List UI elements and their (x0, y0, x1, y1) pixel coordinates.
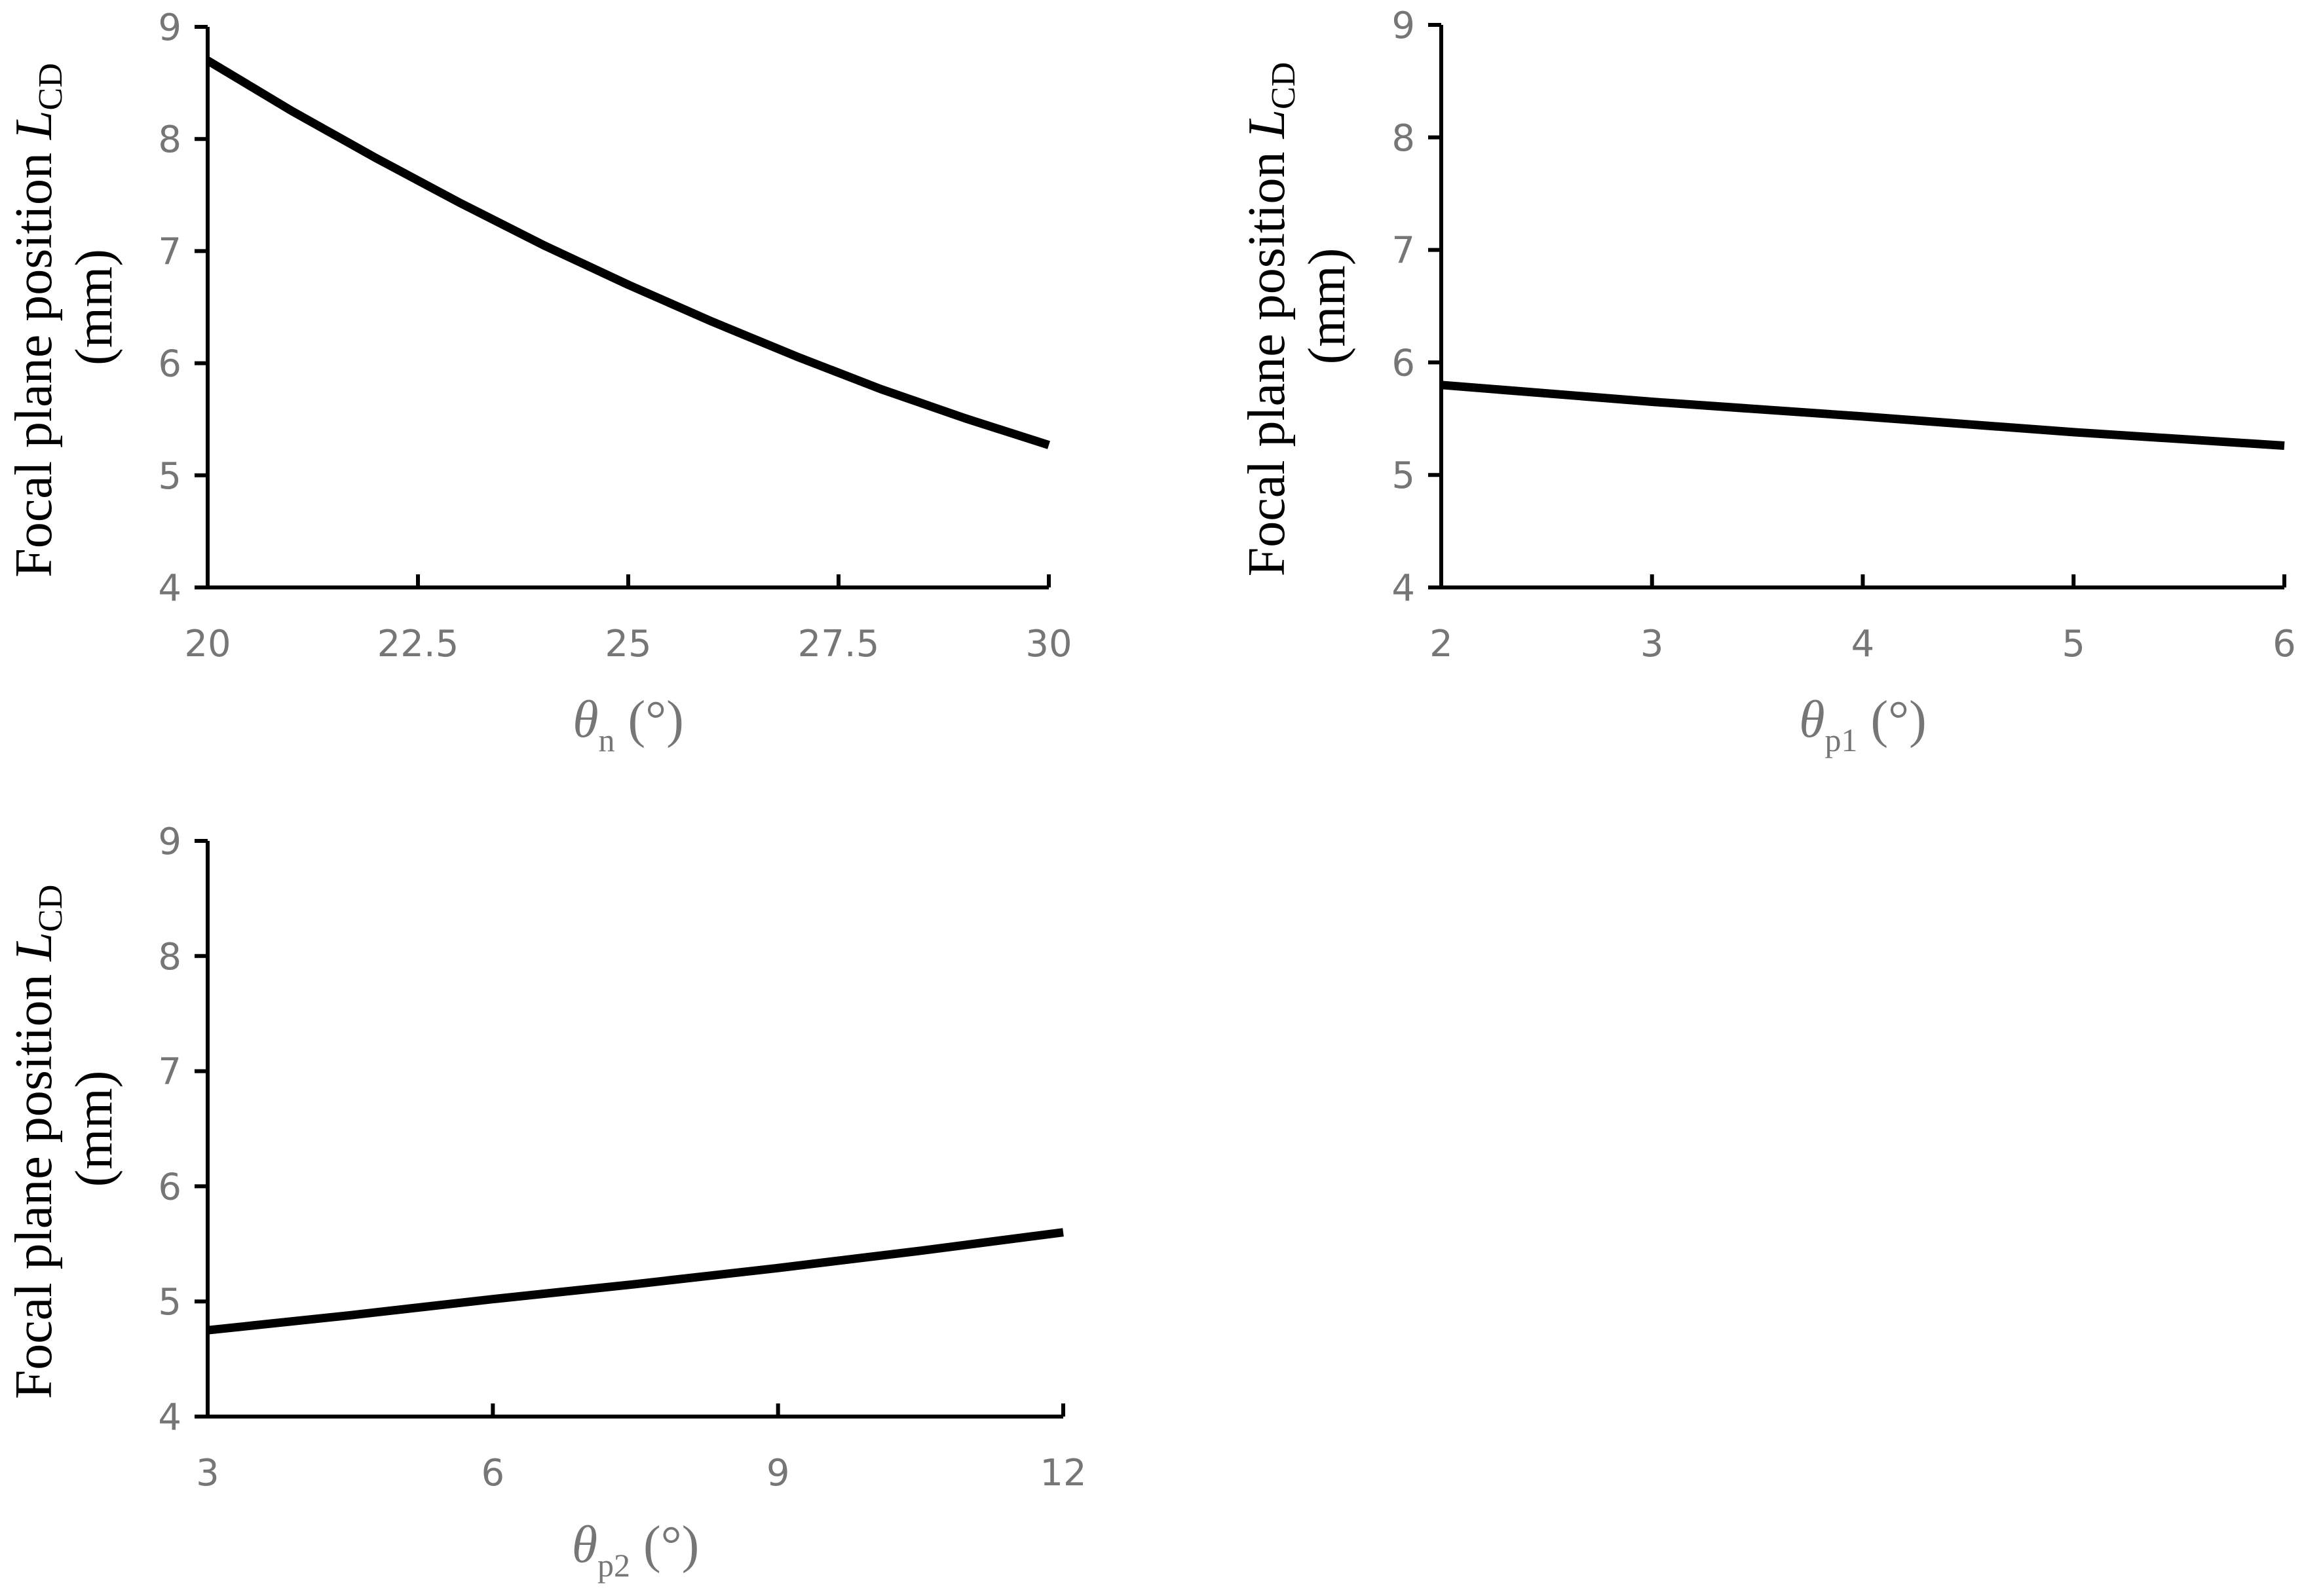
y-tick-label: 4 (1391, 567, 1415, 610)
y-axis-title: Focal plane position LCD (1238, 62, 1302, 577)
y-tick-label: 6 (158, 1166, 181, 1208)
x-axis-unit: (°) (630, 1516, 699, 1574)
y-axis-subscript: CD (1265, 62, 1302, 109)
x-axis-subscript: p2 (597, 1547, 630, 1584)
x-tick-label: 6 (2273, 623, 2296, 665)
x-axis-title: θp2 (°) (572, 1516, 700, 1584)
x-axis-title: θn (°) (573, 691, 684, 758)
y-tick-label: 9 (1391, 5, 1415, 47)
y-tick-label: 9 (158, 821, 181, 863)
y-axis-symbol: L (5, 110, 63, 140)
x-tick-label: 6 (482, 1452, 505, 1494)
x-tick-label: 3 (1640, 623, 1664, 665)
y-axis-title-text: Focal plane position (5, 961, 63, 1399)
y-axis-subscript: CD (32, 885, 69, 932)
x-tick-label: 30 (1025, 623, 1072, 665)
y-tick-label: 8 (158, 119, 181, 161)
x-axis-unit: (°) (615, 691, 684, 749)
chart-panel-1: 4 5 6 7 8 9 20 22.5 25 27.5 30 θn (°) Focal plane po… (5, 7, 1072, 758)
x-tick-label: 27.5 (798, 623, 880, 665)
series-line-1 (205, 56, 1050, 449)
x-axis-symbol: θ (572, 1516, 597, 1574)
chart-panel-3: 4 5 6 7 8 9 3 6 9 12 θp2 (°) Focal plane position L… (5, 821, 1087, 1584)
chart-panel-2: 4 5 6 7 8 9 2 3 4 5 6 θp1 (°) Focal plane position L… (1238, 5, 2296, 758)
y-tick-label: 4 (158, 567, 181, 610)
series-line-1 (1441, 380, 2285, 450)
y-axis-title: Focal plane position LCD (5, 63, 69, 578)
y-tick-label: 8 (1391, 117, 1415, 160)
y-tick-label: 8 (158, 936, 181, 978)
x-tick-label: 9 (766, 1452, 790, 1494)
y-axis-symbol: L (1238, 109, 1296, 139)
x-axis-symbol: θ (573, 691, 598, 749)
y-tick-label: 9 (158, 7, 181, 49)
x-axis-unit: (°) (1858, 691, 1927, 749)
y-tick-label: 7 (158, 1051, 181, 1094)
x-axis-subscript: p1 (1825, 722, 1858, 758)
x-tick-label: 12 (1040, 1452, 1086, 1494)
y-tick-label: 6 (158, 343, 181, 386)
y-tick-label: 7 (158, 231, 181, 273)
x-axis-symbol: θ (1799, 691, 1824, 749)
x-tick-label: 20 (184, 623, 231, 665)
y-axis-unit: (mm) (66, 249, 123, 365)
y-tick-label: 4 (158, 1396, 181, 1439)
y-axis-subscript: CD (32, 63, 69, 110)
x-tick-label: 4 (1851, 623, 1875, 665)
y-axis-symbol: L (5, 932, 63, 962)
y-axis-title-text: Focal plane position (1238, 138, 1296, 576)
x-tick-label: 25 (605, 623, 651, 665)
y-tick-label: 6 (1391, 342, 1415, 384)
x-tick-label: 22.5 (377, 623, 459, 665)
y-axis-unit: (mm) (66, 1071, 123, 1187)
series-line-1 (207, 1228, 1064, 1335)
y-axis-unit: (mm) (1298, 248, 1356, 365)
y-tick-label: 5 (1391, 455, 1415, 497)
x-tick-label: 5 (2062, 623, 2085, 665)
x-axis-subscript: n (599, 722, 615, 758)
x-tick-label: 3 (196, 1452, 219, 1494)
x-axis-title: θp1 (°) (1799, 691, 1927, 758)
y-tick-label: 7 (1391, 230, 1415, 272)
y-tick-label: 5 (158, 455, 181, 498)
x-tick-label: 2 (1429, 623, 1453, 665)
y-axis-title: Focal plane position LCD (5, 885, 69, 1400)
y-tick-label: 5 (158, 1281, 181, 1324)
y-axis-title-text: Focal plane position (5, 139, 63, 578)
